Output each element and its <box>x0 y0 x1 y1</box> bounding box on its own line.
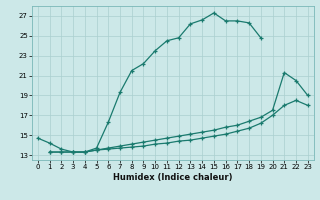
X-axis label: Humidex (Indice chaleur): Humidex (Indice chaleur) <box>113 173 233 182</box>
